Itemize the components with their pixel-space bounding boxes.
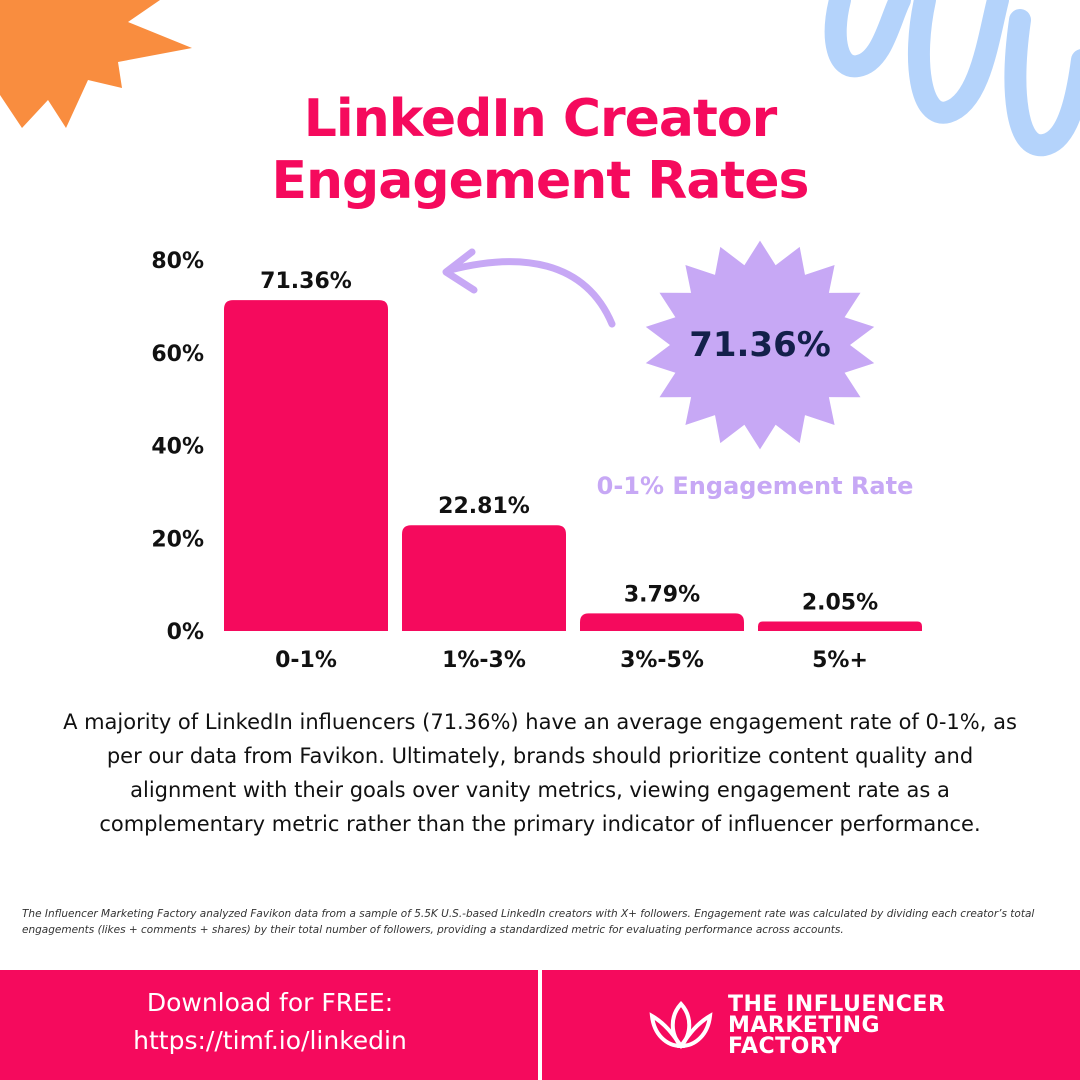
y-tick-label: 60% — [151, 342, 204, 367]
callout-label: 0-1% Engagement Rate — [596, 472, 914, 500]
description-text: A majority of LinkedIn influencers (71.3… — [63, 710, 1017, 836]
bar-chart: 0% 20% 40% 60% 80% 71.36% 0-1% 22.81% 1%-3% 3.79%… — [151, 248, 922, 673]
callout-value: 71.36% — [689, 325, 831, 365]
logo-line-1: THE INFLUENCER — [728, 992, 946, 1017]
starburst-shape — [645, 240, 875, 450]
download-url[interactable]: https://timf.io/linkedin — [133, 1026, 407, 1055]
category-label: 0-1% — [275, 648, 337, 673]
category-label: 3%-5% — [620, 648, 704, 673]
category-label: 1%-3% — [442, 648, 526, 673]
data-label: 2.05% — [802, 590, 878, 615]
methodology-footnote: The Influencer Marketing Factory analyze… — [22, 908, 1035, 936]
bar — [580, 613, 744, 631]
bar — [402, 525, 566, 631]
data-label: 22.81% — [438, 494, 530, 519]
sun-decoration-icon — [0, 0, 192, 128]
download-label: Download for FREE: — [146, 988, 394, 1017]
arrow-line — [446, 258, 616, 328]
footer-divider — [538, 970, 542, 1080]
lotus-icon — [649, 1000, 713, 1049]
title-line-2: Engagement Rates — [271, 151, 810, 211]
bar — [758, 621, 922, 631]
download-link[interactable]: Download for FREE: https://timf.io/linke… — [40, 984, 500, 1060]
title-line-1: LinkedIn Creator — [303, 89, 778, 149]
company-logo: THE INFLUENCER MARKETING FACTORY — [646, 992, 946, 1059]
bar — [224, 300, 388, 631]
y-tick-label: 20% — [151, 527, 204, 552]
y-tick-label: 80% — [151, 249, 204, 274]
y-tick-label: 0% — [167, 620, 204, 645]
logo-line-2: MARKETING — [728, 1013, 881, 1038]
logo-line-3: FACTORY — [728, 1034, 843, 1059]
squiggle-decoration-icon — [824, 0, 1080, 157]
page-title: LinkedIn Creator Engagement Rates — [0, 88, 1080, 212]
y-tick-label: 40% — [151, 435, 204, 460]
category-label: 5%+ — [812, 648, 868, 673]
logo-wordmark: THE INFLUENCER MARKETING FACTORY — [728, 992, 946, 1059]
starburst-icon — [645, 240, 875, 450]
data-label: 3.79% — [624, 582, 700, 607]
arrow-head-icon — [442, 248, 478, 294]
footer-banner: Download for FREE: https://timf.io/linke… — [0, 970, 1080, 1080]
data-label: 71.36% — [260, 269, 352, 294]
